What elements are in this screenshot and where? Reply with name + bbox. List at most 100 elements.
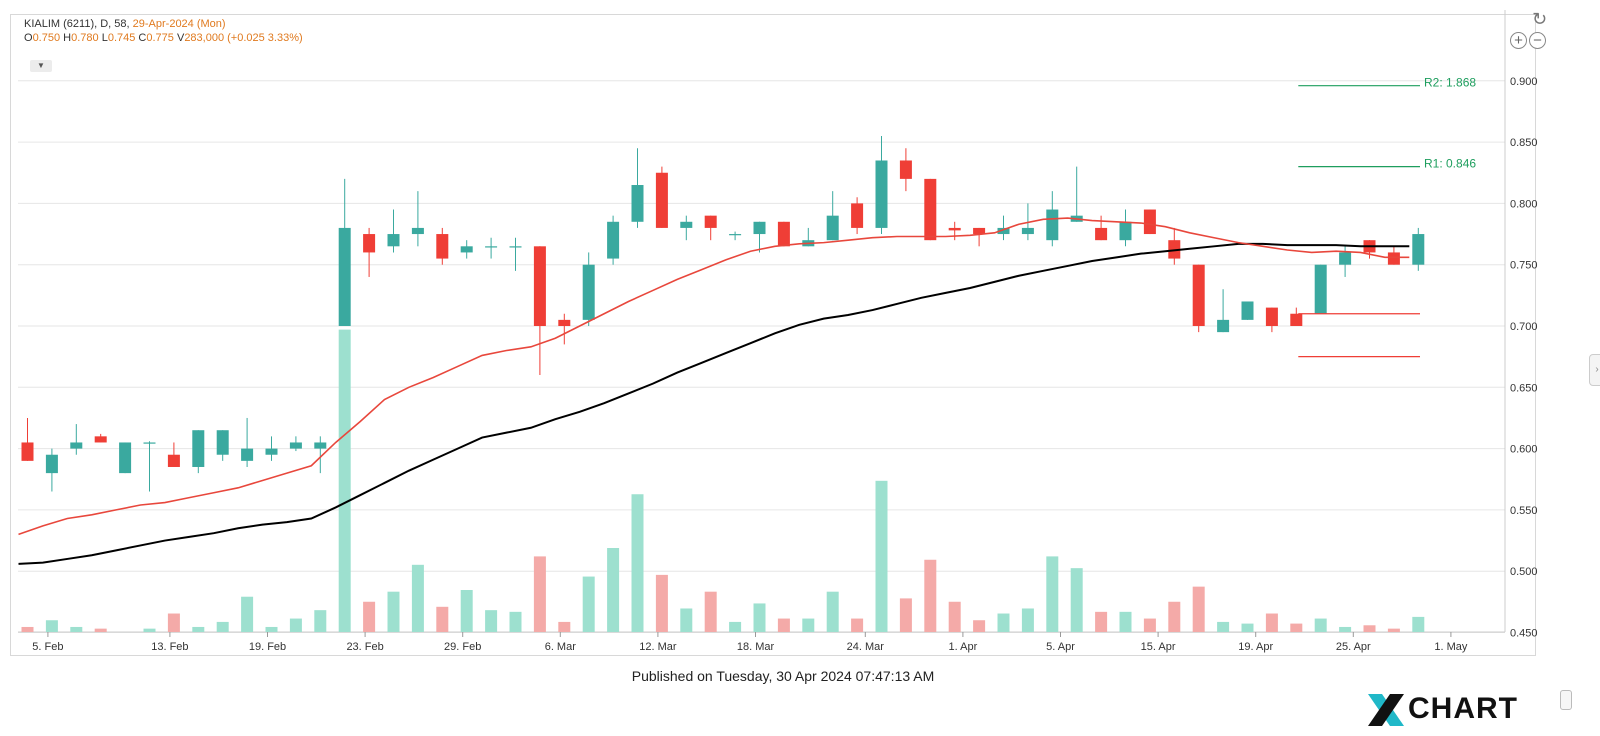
candle-body — [436, 234, 449, 259]
volume-bar — [851, 618, 864, 632]
pivot-label: R2: 1.868 — [1424, 76, 1476, 90]
candle-body — [924, 178, 937, 241]
candle-body — [1265, 307, 1278, 326]
candle-body — [314, 442, 327, 449]
refresh-button[interactable]: ↻ — [1532, 9, 1547, 30]
refresh-icon: ↻ — [1532, 9, 1548, 29]
volume-bar — [802, 618, 815, 632]
candle-body — [948, 227, 961, 231]
x-tick-label: 5. Feb — [32, 641, 63, 653]
open-value: 0.750 — [32, 32, 61, 44]
volume-bar — [1021, 608, 1034, 632]
volume-bar — [1241, 623, 1254, 632]
volume-bar — [1168, 601, 1181, 632]
high-label: H — [63, 32, 72, 44]
volume-bar — [314, 610, 327, 632]
ohlc-values: O0.750 H0.780 L0.745 C0.775 V283,000 (+0… — [24, 32, 303, 44]
volume-bar — [607, 548, 620, 632]
candle-body — [753, 221, 766, 235]
candle-body — [607, 221, 620, 259]
open-label: O — [24, 32, 33, 44]
y-tick-label: 0.800 — [1510, 198, 1538, 210]
y-tick-label: 0.650 — [1510, 382, 1538, 394]
volume-bar — [241, 596, 254, 632]
candle-body — [631, 185, 644, 222]
x-tick-label: 6. Mar — [545, 641, 577, 653]
candle-body — [460, 246, 473, 253]
symbol-header: KIALIM (6211), D, 58, 29-Apr-2024 (Mon) — [24, 18, 226, 30]
x-tick-label: 5. Apr — [1046, 641, 1075, 653]
logo-text: CHART — [1408, 692, 1518, 725]
candle-body — [1314, 264, 1327, 314]
x-tick-label: 12. Mar — [639, 641, 677, 653]
volume-bar — [582, 576, 595, 632]
chevron-right-icon: › — [1595, 364, 1599, 375]
zoom-out-button[interactable]: − — [1529, 32, 1546, 49]
change-value: (+0.025 3.33%) — [227, 32, 303, 44]
candle-body — [997, 227, 1010, 235]
volume-bar — [1314, 618, 1327, 632]
zoom-in-icon: + — [1514, 32, 1523, 49]
volume-bar — [265, 626, 278, 632]
volume-bar — [485, 610, 498, 632]
volume-bar — [387, 591, 400, 632]
y-tick-label: 0.500 — [1510, 566, 1538, 578]
zoom-in-button[interactable]: + — [1510, 32, 1527, 49]
volume-bar — [777, 618, 790, 632]
chevron-down-icon: ▼ — [37, 61, 45, 70]
y-tick-label: 0.700 — [1510, 321, 1538, 333]
published-timestamp: Published on Tuesday, 30 Apr 2024 07:47:… — [631, 668, 935, 684]
volume-bar — [924, 559, 937, 632]
side-panel-toggle[interactable]: › — [1589, 354, 1600, 386]
candle-body — [509, 246, 522, 248]
close-value: 0.775 — [146, 32, 174, 44]
x-logo-icon — [1368, 694, 1404, 726]
candle-body — [729, 234, 742, 236]
volume-bar — [1095, 611, 1108, 632]
candle-body — [1217, 319, 1230, 333]
x-tick-label: 19. Feb — [249, 641, 286, 653]
volume-bar — [1363, 625, 1376, 632]
volume-bar — [680, 608, 693, 632]
x-tick-label: 29. Feb — [444, 641, 481, 653]
candle-body — [21, 442, 34, 461]
volume-label: V — [176, 32, 185, 44]
x-tick-label: 25. Apr — [1336, 641, 1371, 653]
volume-bar — [1046, 556, 1059, 632]
volume-bar — [1119, 611, 1132, 632]
xchart-logo: CHART — [1364, 688, 1564, 732]
y-tick-label: 0.850 — [1510, 137, 1538, 149]
volume-bar — [509, 611, 522, 632]
candle-body — [94, 436, 107, 443]
candle-body — [363, 234, 376, 253]
volume-bar — [875, 480, 888, 632]
x-tick-label: 18. Mar — [737, 641, 775, 653]
volume-bar — [411, 564, 424, 632]
scroll-grip[interactable] — [1560, 690, 1572, 710]
candle-body — [411, 227, 424, 235]
ma-long-line — [18, 242, 1410, 565]
volume-bar — [948, 601, 961, 632]
candle-body — [387, 234, 400, 247]
volume-bar — [192, 626, 205, 632]
candle-body — [680, 221, 693, 228]
volume-bar — [94, 628, 107, 632]
x-tick-label: 1. May — [1434, 641, 1468, 653]
y-tick-label: 0.450 — [1510, 628, 1538, 640]
candle-body — [655, 172, 668, 228]
volume-bar — [729, 621, 742, 632]
candle-body — [1241, 301, 1254, 320]
candle-body — [533, 246, 546, 326]
indicator-menu-toggle[interactable]: ▼ — [30, 60, 52, 72]
volume-bar — [1217, 621, 1230, 632]
candle-body — [1387, 252, 1400, 265]
volume-bar — [363, 601, 376, 632]
low-label: L — [101, 32, 108, 44]
chart-frame — [10, 14, 1536, 656]
candle-body — [143, 442, 156, 444]
candle-body — [119, 442, 132, 474]
volume-bar — [1192, 586, 1205, 632]
candle-body — [704, 215, 717, 228]
date-text: 29-Apr-2024 (Mon) — [132, 18, 226, 30]
